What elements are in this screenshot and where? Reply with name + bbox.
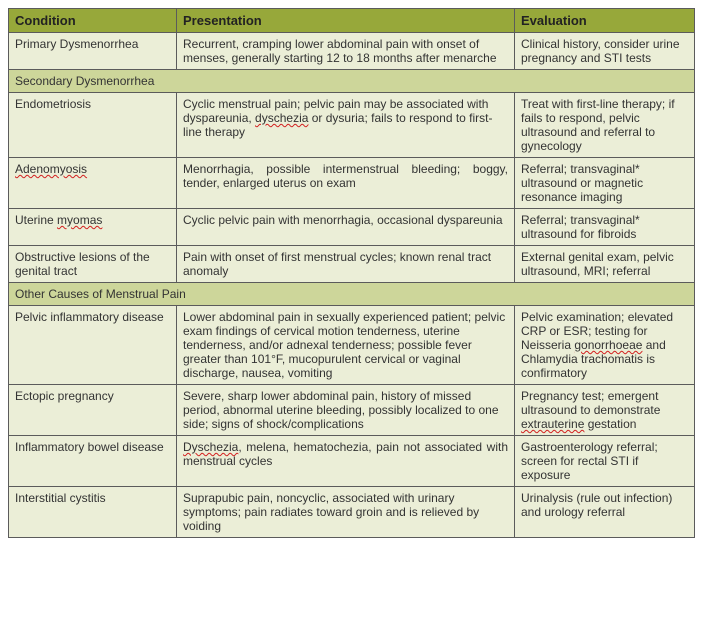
text-run: gonorrhoeae [574,338,642,352]
cell-condition: Ectopic pregnancy [9,385,177,436]
text-run: Treat with first-line therapy; if fails … [521,97,675,153]
text-run: Referral; transvaginal* ultrasound or ma… [521,162,643,204]
text-run: Severe, sharp lower abdominal pain, hist… [183,389,499,431]
text-run: Gastroenterology referral; screen for re… [521,440,658,482]
text-run: Pain with onset of first menstrual cycle… [183,250,491,278]
conditions-table: Condition Presentation Evaluation Primar… [8,8,695,538]
section-row: Secondary Dysmenorrhea [9,70,695,93]
cell-condition: Pelvic inflammatory disease [9,306,177,385]
text-run: Menorrhagia, possible intermenstrual ble… [183,162,508,190]
text-run: External genital exam, pelvic ultrasound… [521,250,674,278]
cell-presentation: Menorrhagia, possible intermenstrual ble… [177,158,515,209]
text-run: Uterine [15,213,57,227]
cell-evaluation: External genital exam, pelvic ultrasound… [515,246,695,283]
table-row: Adenomyosis Menorrhagia, possible interme… [9,158,695,209]
cell-evaluation: Pelvic examination; elevated CRP or ESR;… [515,306,695,385]
header-presentation: Presentation [177,9,515,33]
text-run: Pregnancy test; emergent ultrasound to d… [521,389,660,417]
table-row: Pelvic inflammatory diseaseLower abdomin… [9,306,695,385]
cell-evaluation: Urinalysis (rule out infection) and urol… [515,487,695,538]
text-run: extrauterine [521,417,584,431]
cell-presentation: Cyclic menstrual pain; pelvic pain may b… [177,93,515,158]
section-label: Other Causes of Menstrual Pain [9,283,695,306]
cell-condition: Inflammatory bowel disease [9,436,177,487]
cell-evaluation: Treat with first-line therapy; if fails … [515,93,695,158]
text-run: gestation [584,417,636,431]
cell-condition: Primary Dysmenorrhea [9,33,177,70]
text-run: Dyschezia [183,440,238,454]
table-row: Primary DysmenorrheaRecurrent, cramping … [9,33,695,70]
cell-presentation: Severe, sharp lower abdominal pain, hist… [177,385,515,436]
table-row: Ectopic pregnancySevere, sharp lower abd… [9,385,695,436]
section-label: Secondary Dysmenorrhea [9,70,695,93]
cell-evaluation: Clinical history, consider urine pregnan… [515,33,695,70]
cell-presentation: Lower abdominal pain in sexually experie… [177,306,515,385]
text-run: Adenomyosis [15,162,87,176]
table-row: EndometriosisCyclic menstrual pain; pelv… [9,93,695,158]
cell-condition: Obstructive lesions of the genital tract [9,246,177,283]
cell-presentation: Cyclic pelvic pain with menorrhagia, occ… [177,209,515,246]
text-run: Lower abdominal pain in sexually experie… [183,310,505,380]
text-run: dyschezia [255,111,308,125]
cell-evaluation: Referral; transvaginal* ultrasound for f… [515,209,695,246]
table-row: Interstitial cystitisSuprapubic pain, no… [9,487,695,538]
cell-condition: Uterine myomas [9,209,177,246]
header-evaluation: Evaluation [515,9,695,33]
table-header-row: Condition Presentation Evaluation [9,9,695,33]
cell-presentation: Dyschezia, melena, hematochezia, pain no… [177,436,515,487]
text-run: Referral; transvaginal* ultrasound for f… [521,213,640,241]
cell-presentation: Suprapubic pain, noncyclic, associated w… [177,487,515,538]
cell-evaluation: Gastroenterology referral; screen for re… [515,436,695,487]
text-run: Suprapubic pain, noncyclic, associated w… [183,491,479,533]
cell-condition: Adenomyosis [9,158,177,209]
table-row: Inflammatory bowel diseaseDyschezia, mel… [9,436,695,487]
text-run: Recurrent, cramping lower abdominal pain… [183,37,497,65]
cell-presentation: Pain with onset of first menstrual cycle… [177,246,515,283]
cell-evaluation: Pregnancy test; emergent ultrasound to d… [515,385,695,436]
cell-condition: Endometriosis [9,93,177,158]
text-run: Urinalysis (rule out infection) and urol… [521,491,672,519]
text-run: Clinical history, consider urine pregnan… [521,37,680,65]
table-row: Obstructive lesions of the genital tract… [9,246,695,283]
text-run: Cyclic pelvic pain with menorrhagia, occ… [183,213,503,227]
text-run: myomas [57,213,102,227]
cell-evaluation: Referral; transvaginal* ultrasound or ma… [515,158,695,209]
table-row: Uterine myomas Cyclic pelvic pain with me… [9,209,695,246]
cell-presentation: Recurrent, cramping lower abdominal pain… [177,33,515,70]
header-condition: Condition [9,9,177,33]
section-row: Other Causes of Menstrual Pain [9,283,695,306]
cell-condition: Interstitial cystitis [9,487,177,538]
